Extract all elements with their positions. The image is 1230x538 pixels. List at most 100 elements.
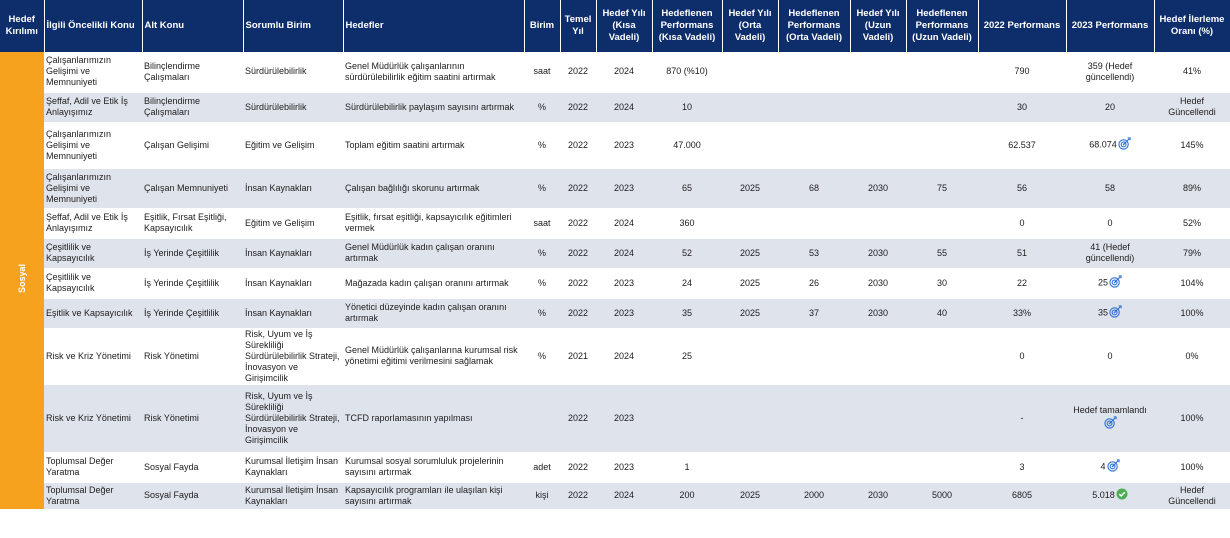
cell-performans-2022: 56 <box>978 168 1066 209</box>
performans-2023-value: 4 <box>1100 461 1106 472</box>
cell-performans-2022: 3 <box>978 452 1066 483</box>
cell-hedeflenen-orta: 37 <box>778 298 850 329</box>
cell-hedef-yili-orta <box>722 92 778 123</box>
table-row: Şeffaf, Adil ve Etik İş Anlayışımız Eşitl… <box>0 208 1230 239</box>
cell-hedef-yili-orta: 2025 <box>722 482 778 510</box>
cell-performans-2022: 22 <box>978 268 1066 299</box>
cell-performans-2023: 68.074 <box>1066 122 1154 169</box>
cell-hedef-yili-uzun <box>850 52 906 93</box>
cell-performans-2022: - <box>978 384 1066 453</box>
cell-hedeflenen-orta: 26 <box>778 268 850 299</box>
cell-ilerleme: 89% <box>1154 168 1230 209</box>
cell-performans-2023: 20 <box>1066 92 1154 123</box>
col-header-hy-uzun: Hedef Yılı (Uzun Vadeli) <box>850 0 907 52</box>
check-icon <box>1116 488 1128 503</box>
cell-hedef: Sürdürülebilirlik paylaşım sayısını artı… <box>343 92 524 123</box>
cell-hedef-yili-uzun <box>850 452 906 483</box>
performans-2023-value: 58 <box>1104 182 1115 193</box>
cell-oncelik: Çeşitlilik ve Kapsayıcılık <box>44 268 142 299</box>
cell-hedeflenen-kisa: 35 <box>652 298 722 329</box>
cell-performans-2022: 0 <box>978 328 1066 385</box>
cell-performans-2023: Hedef tamamlandı <box>1066 384 1154 453</box>
cell-performans-2023: 0 <box>1066 328 1154 385</box>
cell-hedef-yili-uzun <box>850 208 906 239</box>
cell-ilerleme: 41% <box>1154 52 1230 93</box>
cell-birim: kişi <box>524 482 560 510</box>
cell-hedef-yili-uzun <box>850 92 906 123</box>
cell-hedef: Çalışan bağlılığı skorunu artırmak <box>343 168 524 209</box>
cell-hedef-yili-uzun: 2030 <box>850 168 906 209</box>
cell-hedef: Eşitlik, fırsat eşitliği, kapsayıcılık e… <box>343 208 524 239</box>
cell-hedeflenen-uzun: 5000 <box>906 482 978 510</box>
cell-oncelik: Eşitlik ve Kapsayıcılık <box>44 298 142 329</box>
cell-hedeflenen-kisa: 52 <box>652 238 722 269</box>
cell-sorumlu: Kurumsal İletişim İnsan Kaynakları <box>243 452 343 483</box>
cell-hedeflenen-uzun <box>906 122 978 169</box>
header-row: Hedef Kırılımı İlgili Öncelikli Konu Alt… <box>0 0 1230 52</box>
cell-ilerleme: 0% <box>1154 328 1230 385</box>
cell-hedef-yili-orta: 2025 <box>722 168 778 209</box>
cell-hedeflenen-uzun <box>906 208 978 239</box>
table-row: Çalışanlarımızın Gelişimi ve Memnuniyeti… <box>0 122 1230 169</box>
cell-hedef: Genel Müdürlük çalışanlarının sürdürüleb… <box>343 52 524 93</box>
cell-sorumlu: İnsan Kaynakları <box>243 298 343 329</box>
cell-hedef-yili-kisa: 2023 <box>596 452 652 483</box>
cell-hedef-yili-orta: 2025 <box>722 238 778 269</box>
category-cell: Sosyal <box>0 52 44 510</box>
cell-altkonu: Sosyal Fayda <box>142 452 243 483</box>
col-header-altkonu: Alt Konu <box>142 0 244 52</box>
cell-oncelik: Çalışanlarımızın Gelişimi ve Memnuniyeti <box>44 52 142 93</box>
cell-hedef-yili-kisa: 2023 <box>596 168 652 209</box>
cell-hedeflenen-kisa: 10 <box>652 92 722 123</box>
cell-temel-yil: 2022 <box>560 168 596 209</box>
cell-altkonu: Risk Yönetimi <box>142 384 243 453</box>
cell-oncelik: Risk ve Kriz Yönetimi <box>44 384 142 453</box>
cell-hedef-yili-kisa: 2024 <box>596 238 652 269</box>
cell-oncelik: Toplumsal Değer Yaratma <box>44 482 142 510</box>
cell-ilerleme: 100% <box>1154 384 1230 453</box>
cell-altkonu: Risk Yönetimi <box>142 328 243 385</box>
cell-performans-2022: 51 <box>978 238 1066 269</box>
cell-hedeflenen-orta: 2000 <box>778 482 850 510</box>
cell-hedeflenen-uzun <box>906 384 978 453</box>
cell-birim: % <box>524 328 560 385</box>
cell-ilerleme: 104% <box>1154 268 1230 299</box>
cell-sorumlu: Risk, Uyum ve İş Sürekliliği Sürdürülebi… <box>243 328 343 385</box>
cell-temel-yil: 2022 <box>560 208 596 239</box>
cell-oncelik: Çeşitlilik ve Kapsayıcılık <box>44 238 142 269</box>
cell-hedeflenen-kisa: 360 <box>652 208 722 239</box>
cell-ilerleme: 79% <box>1154 238 1230 269</box>
cell-hedef-yili-kisa: 2024 <box>596 482 652 510</box>
cell-birim: % <box>524 122 560 169</box>
performans-2023-value: 5.018 <box>1092 489 1115 500</box>
cell-hedeflenen-orta <box>778 328 850 385</box>
target-icon <box>1106 459 1120 475</box>
col-header-hp-kisa: Hedeflenen Performans (Kısa Vadeli) <box>652 0 723 52</box>
cell-performans-2023: 4 <box>1066 452 1154 483</box>
cell-hedef-yili-uzun: 2030 <box>850 482 906 510</box>
cell-altkonu: Sosyal Fayda <box>142 482 243 510</box>
col-header-hp-orta: Hedeflenen Performans (Orta Vadeli) <box>778 0 851 52</box>
cell-sorumlu: Kurumsal İletişim İnsan Kaynakları <box>243 482 343 510</box>
performans-2023-value: 68.074 <box>1089 139 1117 150</box>
cell-ilerleme: 145% <box>1154 122 1230 169</box>
cell-hedeflenen-kisa: 24 <box>652 268 722 299</box>
cell-hedeflenen-orta: 53 <box>778 238 850 269</box>
cell-hedeflenen-orta <box>778 122 850 169</box>
cell-hedeflenen-kisa: 1 <box>652 452 722 483</box>
cell-temel-yil: 2022 <box>560 122 596 169</box>
cell-birim: saat <box>524 52 560 93</box>
cell-altkonu: Çalışan Memnuniyeti <box>142 168 243 209</box>
targets-table: Hedef Kırılımı İlgili Öncelikli Konu Alt… <box>0 0 1230 510</box>
cell-hedeflenen-uzun: 30 <box>906 268 978 299</box>
performans-2023-value: 35 <box>1097 307 1108 318</box>
performans-2023-value: 41 (Hedef güncellendi) <box>1085 242 1135 263</box>
cell-hedeflenen-kisa: 65 <box>652 168 722 209</box>
cell-hedef-yili-orta: 2025 <box>722 298 778 329</box>
cell-altkonu: İş Yerinde Çeşitlilik <box>142 238 243 269</box>
col-header-perf2023: 2023 Performans <box>1066 0 1155 52</box>
cell-birim: % <box>524 298 560 329</box>
cell-sorumlu: Sürdürülebilirlik <box>243 92 343 123</box>
cell-hedeflenen-kisa: 25 <box>652 328 722 385</box>
cell-hedeflenen-orta <box>778 208 850 239</box>
